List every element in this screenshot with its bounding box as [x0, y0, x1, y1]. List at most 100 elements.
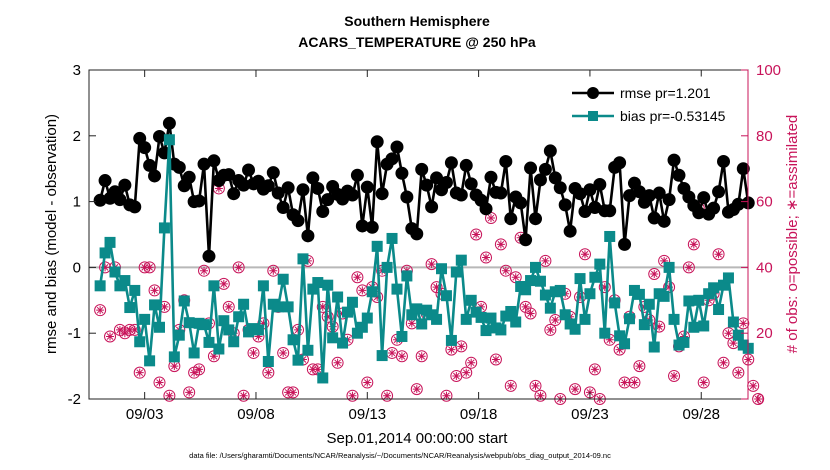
x-tick-label: 09/18 — [460, 406, 498, 423]
obs-assimilated-marker — [491, 355, 500, 364]
obs-possible-marker — [524, 307, 537, 320]
y-left-tick-label: 2 — [73, 128, 81, 145]
bias-point — [371, 240, 383, 252]
rmse-point — [543, 144, 557, 158]
y-left-tick-label: -1 — [68, 325, 81, 342]
bias-point — [257, 280, 269, 292]
bias-point — [213, 343, 225, 355]
obs-assimilated-marker — [313, 365, 322, 374]
obs-assimilated-marker — [580, 250, 589, 259]
obs-assimilated-marker — [551, 316, 560, 325]
obs-assimilated-marker — [729, 339, 738, 348]
rmse-point — [717, 154, 731, 168]
obs-assimilated-marker — [106, 332, 115, 341]
bias-point — [366, 286, 378, 298]
y-right-tick-label: 20 — [756, 325, 773, 342]
rmse-point — [538, 162, 552, 176]
bias-point — [648, 341, 660, 353]
y-right-tick-label: 100 — [756, 62, 781, 79]
rmse-point — [519, 233, 533, 247]
obs-possible-marker — [321, 310, 334, 323]
obs-assimilated-marker — [655, 322, 664, 331]
obs-assimilated-marker — [719, 358, 728, 367]
obs-possible-marker — [732, 366, 745, 379]
bias-point — [534, 275, 546, 287]
bias-point — [178, 295, 190, 307]
obs-assimilated-marker — [739, 319, 748, 328]
bias-point — [530, 261, 542, 273]
bias-point — [460, 313, 472, 325]
rmse-point — [370, 135, 384, 149]
bias-point — [183, 317, 195, 329]
bias-point — [252, 324, 264, 336]
chart-title: Southern Hemisphere — [344, 13, 490, 29]
obs-assimilated-marker — [531, 381, 540, 390]
bias-point — [327, 332, 339, 344]
obs-assimilated-marker — [353, 273, 362, 282]
obs-possible-marker — [504, 379, 517, 392]
bias-point — [203, 336, 215, 348]
bias-point — [233, 311, 245, 323]
bias-point — [505, 305, 517, 317]
obs-assimilated-marker — [388, 348, 397, 357]
rmse-point — [118, 178, 132, 192]
rmse-point — [360, 180, 374, 194]
bias-point — [401, 270, 413, 282]
bias-point — [619, 338, 631, 350]
bias-point — [99, 247, 111, 259]
rmse-point — [425, 200, 439, 214]
obs-possible-marker — [480, 251, 493, 264]
obs-assimilated-marker — [145, 263, 154, 272]
obs-assimilated-marker — [358, 286, 367, 295]
obs-possible-marker — [697, 376, 710, 389]
bias-point — [722, 272, 734, 284]
obs-possible-marker — [316, 300, 329, 313]
rmse-point — [652, 186, 666, 200]
obs-assimilated-marker — [576, 293, 585, 302]
rmse-point — [657, 214, 671, 228]
obs-assimilated-marker — [714, 250, 723, 259]
obs-possible-marker — [346, 389, 359, 402]
obs-assimilated-marker — [125, 325, 134, 334]
obs-assimilated-marker — [620, 378, 629, 387]
rmse-point — [345, 188, 359, 202]
obs-possible-marker — [460, 366, 473, 379]
obs-assimilated-marker — [650, 269, 659, 278]
rmse-point — [603, 204, 617, 218]
legend-label-bias: bias pr=-0.53145 — [620, 108, 726, 124]
legend: rmse pr=1.201 bias pr=-0.53145 — [566, 76, 742, 130]
obs-possible-marker — [193, 363, 206, 376]
obs-assimilated-marker — [432, 283, 441, 292]
obs-assimilated-marker — [170, 362, 179, 371]
rmse-point — [712, 185, 726, 199]
obs-possible-marker — [395, 350, 408, 363]
obs-assimilated-marker — [734, 368, 743, 377]
rmse-point — [143, 158, 157, 172]
y-right-tick-label: 60 — [756, 194, 773, 211]
rmse-point — [514, 196, 528, 210]
obs-possible-marker — [633, 360, 646, 373]
obs-possible-marker — [544, 323, 557, 336]
bias-point — [589, 271, 601, 283]
bias-point — [134, 336, 146, 348]
obs-assimilated-marker — [249, 348, 258, 357]
bias-point — [624, 313, 636, 325]
rmse-point — [261, 179, 275, 193]
bias-point — [317, 372, 329, 384]
rmse-point — [390, 140, 404, 154]
bias-point — [708, 282, 720, 294]
rmse-point — [291, 214, 305, 228]
y-axis-left-label: rmse and bias (model - observation) — [43, 114, 60, 354]
legend-label-rmse: rmse pr=1.201 — [620, 85, 711, 101]
bias-point — [322, 279, 334, 291]
obs-assimilated-marker — [209, 352, 218, 361]
obs-assimilated-marker — [635, 362, 644, 371]
rmse-point — [162, 116, 176, 130]
bias-point — [104, 236, 116, 248]
rmse-point — [148, 169, 162, 183]
rmse-point — [563, 224, 577, 238]
obs-assimilated-marker — [200, 266, 209, 275]
obs-assimilated-marker — [501, 266, 510, 275]
obs-possible-marker — [183, 386, 196, 399]
